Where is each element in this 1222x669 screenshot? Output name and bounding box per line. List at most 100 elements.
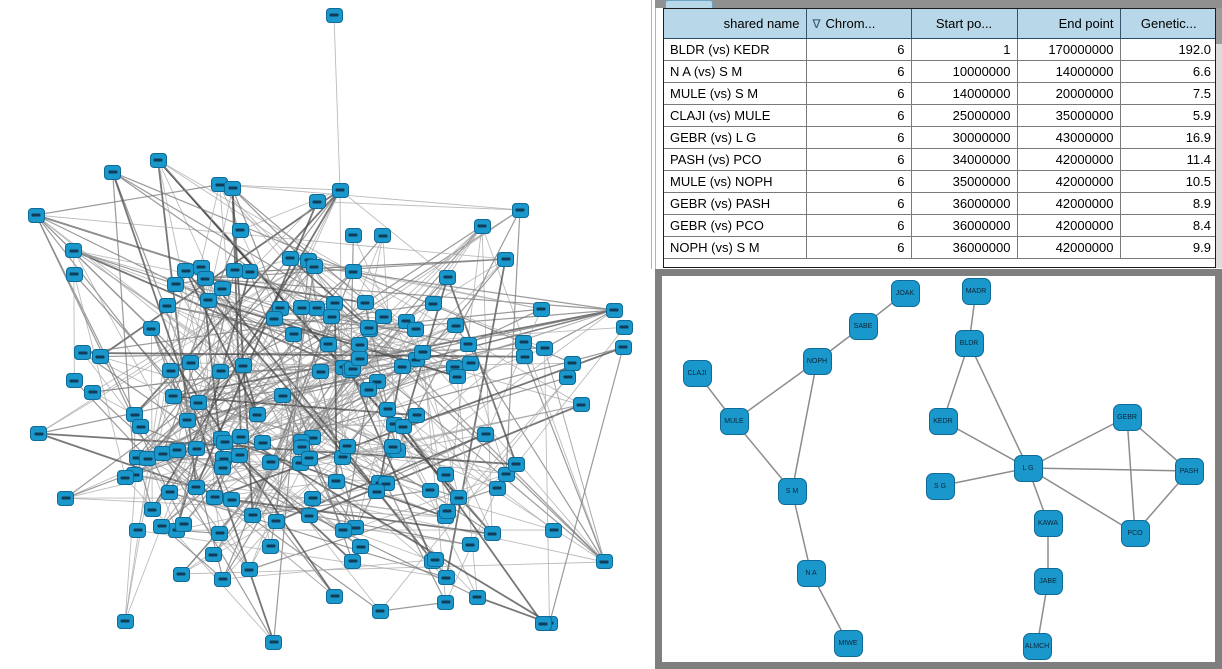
table-cell[interactable]: 20000000: [1017, 82, 1121, 105]
edge-GEBR-PCO[interactable]: [1126, 416, 1136, 534]
table-cell[interactable]: N A (vs) S M: [664, 60, 807, 83]
table-cell[interactable]: 5.9: [1120, 104, 1215, 127]
network-node[interactable]: [241, 264, 259, 280]
table-cell[interactable]: 30000000: [911, 126, 1018, 149]
network-node[interactable]: [240, 562, 258, 578]
network-node[interactable]: [426, 552, 444, 568]
network-node[interactable]: [511, 202, 529, 218]
node-KAWA[interactable]: KAWA: [1033, 509, 1063, 537]
network-node[interactable]: [439, 269, 457, 285]
network-node[interactable]: [178, 412, 196, 428]
table-cell[interactable]: 192.0: [1120, 38, 1215, 61]
table-cell[interactable]: BLDR (vs) KEDR: [664, 38, 807, 61]
table-cell[interactable]: 42000000: [1017, 192, 1121, 215]
edge-L G-PASH[interactable]: [1027, 467, 1190, 472]
table-cell[interactable]: MULE (vs) NOPH: [664, 170, 807, 193]
network-node[interactable]: [164, 388, 182, 404]
table-row[interactable]: N A (vs) S M 6 10000000 14000000 6.6: [664, 60, 1215, 83]
network-node[interactable]: [248, 407, 266, 423]
network-node[interactable]: [65, 243, 83, 259]
network-node[interactable]: [344, 264, 362, 280]
network-node[interactable]: [187, 479, 205, 495]
network-node[interactable]: [368, 484, 386, 500]
network-node[interactable]: [214, 571, 232, 587]
network-node[interactable]: [304, 490, 322, 506]
table-row[interactable]: GEBR (vs) PASH 6 36000000 42000000 8.9: [664, 192, 1215, 215]
node-GEBR[interactable]: GEBR: [1112, 403, 1142, 431]
network-node[interactable]: [57, 490, 75, 506]
table-cell[interactable]: 11.4: [1120, 148, 1215, 171]
table-row[interactable]: MULE (vs) NOPH 6 35000000 42000000 10.5: [664, 170, 1215, 193]
table-cell[interactable]: 6: [806, 170, 912, 193]
network-node[interactable]: [74, 345, 92, 361]
filter-icon[interactable]: ∇: [812, 16, 821, 31]
table-cell[interactable]: 6: [806, 214, 912, 237]
network-node[interactable]: [143, 502, 161, 518]
table-cell[interactable]: 8.4: [1120, 214, 1215, 237]
network-node[interactable]: [265, 634, 283, 650]
network-node[interactable]: [344, 553, 362, 569]
network-node[interactable]: [300, 450, 318, 466]
table-cell[interactable]: 42000000: [1017, 148, 1121, 171]
table-cell[interactable]: NOPH (vs) S M: [664, 236, 807, 259]
network-node[interactable]: [450, 490, 468, 506]
network-node[interactable]: [438, 503, 456, 519]
table-cell[interactable]: 6.6: [1120, 60, 1215, 83]
table-cell[interactable]: 25000000: [911, 104, 1018, 127]
edge-BLDR-L G[interactable]: [968, 342, 1029, 469]
network-node[interactable]: [408, 407, 426, 423]
network-node[interactable]: [175, 516, 193, 532]
table-cell[interactable]: 6: [806, 236, 912, 259]
network-node[interactable]: [393, 359, 411, 375]
column-header-genetic[interactable]: Genetic...: [1120, 9, 1215, 39]
table-cell[interactable]: 42000000: [1017, 214, 1121, 237]
network-node[interactable]: [515, 334, 533, 350]
network-node[interactable]: [216, 434, 234, 450]
table-cell[interactable]: 6: [806, 38, 912, 61]
table-tab[interactable]: [665, 0, 713, 8]
scrollbar-thumb[interactable]: [1216, 8, 1222, 44]
node-PASH[interactable]: PASH: [1174, 457, 1204, 485]
network-node[interactable]: [563, 355, 581, 371]
edge-S G-L G[interactable]: [939, 467, 1029, 487]
table-cell[interactable]: GEBR (vs) L G: [664, 126, 807, 149]
edge-L G-PCO[interactable]: [1027, 467, 1136, 534]
network-node[interactable]: [384, 439, 402, 455]
network-node[interactable]: [244, 507, 262, 523]
network-node[interactable]: [545, 522, 563, 538]
network-node[interactable]: [421, 482, 439, 498]
network-node[interactable]: [27, 207, 45, 223]
network-node[interactable]: [199, 292, 217, 308]
network-node[interactable]: [461, 537, 479, 553]
table-scrollbar[interactable]: [1216, 8, 1222, 268]
network-node[interactable]: [274, 388, 292, 404]
table-cell[interactable]: 36000000: [911, 214, 1018, 237]
network-node[interactable]: [30, 426, 48, 441]
table-cell[interactable]: 6: [806, 60, 912, 83]
network-node[interactable]: [234, 358, 252, 374]
network-node[interactable]: [232, 429, 250, 445]
network-node[interactable]: [344, 227, 362, 243]
node-ALMCH[interactable]: ALMCH: [1022, 632, 1052, 660]
network-node[interactable]: [477, 426, 495, 442]
network-node[interactable]: [448, 369, 466, 385]
network-node[interactable]: [462, 355, 480, 371]
table-cell[interactable]: 10000000: [911, 60, 1018, 83]
network-node[interactable]: [325, 7, 343, 23]
network-node[interactable]: [281, 250, 299, 266]
table-cell[interactable]: 36000000: [911, 192, 1018, 215]
network-node[interactable]: [91, 349, 109, 365]
network-node[interactable]: [323, 309, 341, 325]
network-node[interactable]: [614, 339, 632, 355]
network-node[interactable]: [168, 442, 186, 458]
table-row[interactable]: NOPH (vs) S M 6 36000000 42000000 9.9: [664, 236, 1215, 259]
network-node[interactable]: [473, 218, 491, 234]
network-node[interactable]: [226, 262, 244, 278]
network-node[interactable]: [497, 251, 514, 267]
network-node[interactable]: [265, 311, 283, 327]
table-cell[interactable]: 34000000: [911, 148, 1018, 171]
network-node[interactable]: [319, 336, 337, 352]
network-node[interactable]: [149, 152, 167, 168]
network-node[interactable]: [360, 382, 378, 398]
column-header-start-po[interactable]: Start po...: [911, 9, 1018, 39]
